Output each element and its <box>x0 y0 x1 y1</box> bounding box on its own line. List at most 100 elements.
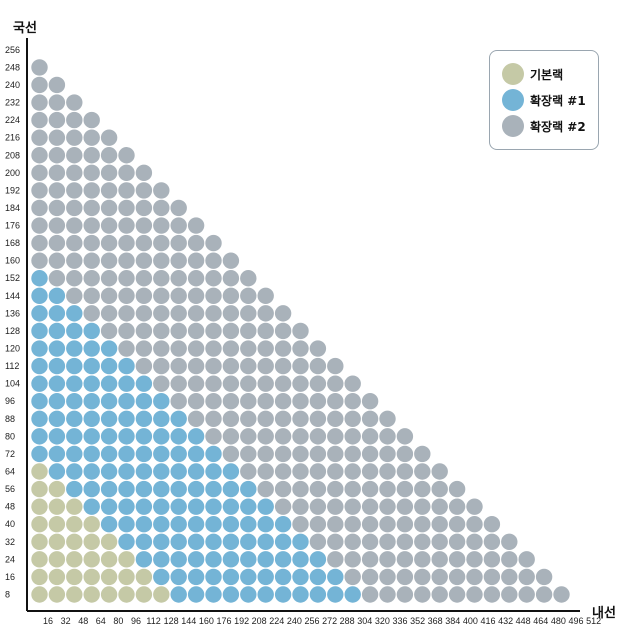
dot-ext2 <box>448 498 466 515</box>
dot-ext2 <box>361 568 379 586</box>
dot-ext1 <box>222 498 240 515</box>
dot-ext2 <box>344 533 361 550</box>
dot-ext2 <box>135 199 153 217</box>
dot-ext1 <box>135 551 153 568</box>
dot-ext2 <box>361 463 379 480</box>
dot-ext2 <box>309 463 327 480</box>
dot-ext2 <box>361 428 379 445</box>
dot-ext2 <box>414 586 431 603</box>
dot-ext1 <box>153 498 170 515</box>
dot-ext2 <box>327 445 344 463</box>
dot-base <box>153 586 170 603</box>
y-tick-label: 168 <box>5 238 20 248</box>
dot-ext1 <box>170 516 187 533</box>
dot-ext1 <box>274 568 292 586</box>
dot-ext1 <box>344 586 361 603</box>
dot-ext2 <box>414 568 431 586</box>
dot-ext2 <box>100 252 118 269</box>
dot-ext2 <box>100 287 118 305</box>
x-tick-label: 496 <box>568 616 583 626</box>
dot-ext2 <box>135 182 153 199</box>
dot-ext1 <box>240 551 257 568</box>
dot-ext1 <box>100 463 118 480</box>
dot-base <box>66 533 83 550</box>
dot-ext2 <box>31 59 48 76</box>
dot-ext1 <box>83 498 100 515</box>
dot-ext2 <box>100 217 118 234</box>
dot-ext2 <box>153 375 170 392</box>
y-tick-label: 88 <box>5 414 15 424</box>
dot-ext1 <box>48 410 66 427</box>
dot-ext1 <box>240 498 257 515</box>
dot-ext2 <box>170 287 187 305</box>
dot-ext1 <box>118 393 135 410</box>
dot-ext2 <box>466 551 483 568</box>
dot-ext2 <box>292 516 309 533</box>
dot-ext1 <box>292 586 309 603</box>
dot-ext2 <box>327 498 344 515</box>
dot-ext1 <box>240 568 257 586</box>
x-tick-label: 480 <box>551 616 566 626</box>
dot-ext2 <box>257 428 274 445</box>
dot-ext2 <box>48 164 66 182</box>
dot-ext1 <box>48 393 66 410</box>
y-tick-label: 112 <box>5 361 19 371</box>
dot-ext1 <box>187 463 205 480</box>
dot-ext1 <box>31 375 48 392</box>
x-tick-label: 320 <box>375 616 390 626</box>
dot-ext2 <box>327 551 344 568</box>
dot-ext2 <box>414 445 431 463</box>
legend-label-base: 기본랙 <box>530 67 564 82</box>
dot-ext2 <box>240 410 257 427</box>
dot-ext2 <box>361 516 379 533</box>
dot-ext1 <box>153 516 170 533</box>
dot-ext1 <box>83 480 100 498</box>
dot-ext2 <box>48 252 66 269</box>
dot-ext2 <box>100 305 118 322</box>
legend-item-ext1: 확장랙 #1 <box>502 89 586 111</box>
dot-ext2 <box>361 586 379 603</box>
dot-ext2 <box>535 586 553 603</box>
x-tick-label: 208 <box>252 616 267 626</box>
dot-ext2 <box>379 480 396 498</box>
dot-ext1 <box>205 551 222 568</box>
dot-ext2 <box>170 357 187 375</box>
legend-label-ext2: 확장랙 #2 <box>530 119 586 134</box>
dot-ext1 <box>240 586 257 603</box>
dot-ext2 <box>240 322 257 340</box>
dot-ext1 <box>240 533 257 550</box>
dot-ext1 <box>31 287 48 305</box>
dot-ext1 <box>100 498 118 515</box>
dot-ext2 <box>361 393 379 410</box>
dot-ext2 <box>31 252 48 269</box>
dot-ext1 <box>205 498 222 515</box>
dot-ext2 <box>344 498 361 515</box>
dot-ext2 <box>274 305 292 322</box>
dot-ext2 <box>344 551 361 568</box>
dot-ext2 <box>83 217 100 234</box>
dot-ext2 <box>292 340 309 357</box>
dot-ext1 <box>135 463 153 480</box>
dot-ext2 <box>170 322 187 340</box>
y-tick-label: 120 <box>5 344 20 354</box>
dot-ext2 <box>187 322 205 340</box>
dot-base <box>66 568 83 586</box>
dot-ext2 <box>31 76 48 94</box>
dot-ext2 <box>448 516 466 533</box>
dot-ext1 <box>187 551 205 568</box>
dot-base <box>31 568 48 586</box>
dot-ext2 <box>153 357 170 375</box>
dot-ext1 <box>118 463 135 480</box>
dot-ext2 <box>31 199 48 217</box>
dot-ext2 <box>170 305 187 322</box>
dot-ext1 <box>31 428 48 445</box>
x-axis-title: 내선 <box>592 605 616 621</box>
dot-ext2 <box>205 428 222 445</box>
dot-ext2 <box>501 533 518 550</box>
y-tick-label: 200 <box>5 168 20 178</box>
dot-ext2 <box>135 164 153 182</box>
dot-ext1 <box>240 516 257 533</box>
dot-ext1 <box>66 445 83 463</box>
dot-ext2 <box>170 270 187 287</box>
